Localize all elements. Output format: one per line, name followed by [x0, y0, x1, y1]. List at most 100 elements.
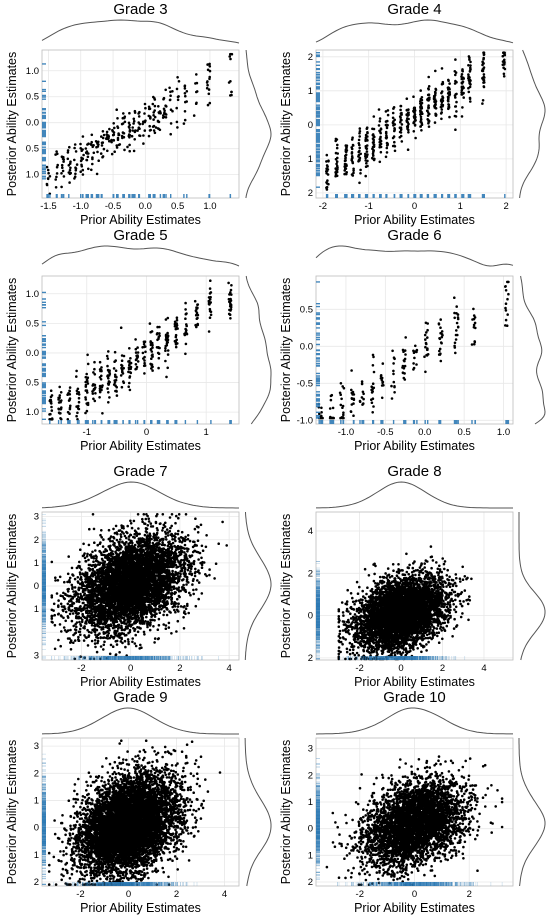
top-density: [315, 707, 513, 735]
y-tick-label: 1: [308, 850, 313, 861]
y-tick-label: 0.5: [26, 378, 39, 389]
top-density: [41, 481, 239, 509]
x-axis-label: Prior Ability Estimates: [80, 439, 201, 453]
plot-frame: [41, 511, 240, 661]
y-rug: [316, 52, 320, 188]
y-tick-label: 1.0: [26, 170, 39, 181]
y-rug: [42, 291, 46, 420]
y-tick-label: 2: [308, 770, 313, 781]
y-tick-label: 2: [308, 653, 313, 664]
right-density: [245, 49, 272, 199]
plot-frame: [41, 275, 240, 425]
x-tick-label: -1: [83, 427, 91, 438]
top-density: [41, 19, 240, 44]
y-tick-label: 2: [34, 877, 39, 888]
y-tick-label: 1: [34, 604, 39, 615]
y-tick-label: 1.0: [26, 66, 39, 77]
panel-grade-3: Grade 3 -1.5 -1.0 -0.5 0.0 0.5 1.0 1.0 0.5 0.0 0.5…: [5, 1, 272, 227]
x-tick-label: 0: [128, 663, 133, 674]
x-tick-label: -1.0: [73, 201, 89, 212]
panel-grade-9: Grade 9 -2 0 2 4 2 1 0 1 2 3 Prior Ability Estimate…: [5, 689, 272, 915]
y-tick-label: 2: [308, 188, 313, 199]
y-tick-label: 0.5: [26, 92, 39, 103]
y-tick-label: 1: [308, 797, 313, 808]
top-density: [315, 245, 514, 267]
y-tick-label: 1: [34, 558, 39, 569]
y-tick-label: 0: [308, 120, 313, 131]
top-density: [41, 707, 239, 735]
y-tick-label: 3: [34, 650, 39, 661]
x-axis-label: Prior Ability Estimates: [80, 213, 201, 227]
y-tick-label: 0.5: [26, 318, 39, 329]
right-density: [244, 737, 272, 887]
x-tick-label: 2: [177, 663, 182, 674]
y-axis-label: Posterior Ability Estimates: [279, 740, 293, 885]
x-tick-label: 0.0: [139, 201, 152, 212]
x-tick-label: 2: [440, 663, 445, 674]
top-density: [315, 19, 514, 44]
top-density: [41, 245, 240, 267]
scatter-points: [325, 51, 507, 191]
x-tick-label: -2: [77, 663, 85, 674]
y-axis-label: Posterior Ability Estimates: [5, 52, 19, 197]
x-tick-label: 1: [204, 427, 209, 438]
x-axis-label: Prior Ability Estimates: [354, 675, 475, 689]
y-axis-label: Posterior Ability Estimates: [279, 52, 293, 197]
x-tick-label: 2: [174, 889, 179, 900]
y-tick-label: 1: [308, 86, 313, 97]
y-tick-label: 1: [34, 850, 39, 861]
y-rug: [316, 281, 320, 419]
right-density: [520, 275, 546, 425]
x-rug: [318, 420, 510, 424]
plot-frame: [41, 737, 240, 887]
y-tick-label: 1.0: [26, 289, 39, 300]
right-density: [244, 511, 272, 661]
x-rug: [49, 420, 232, 424]
x-tick-label: 1.0: [497, 427, 510, 438]
y-axis-label: Posterior Ability Estimates: [279, 278, 293, 423]
scatter-points: [325, 755, 504, 886]
y-tick-label: 2: [34, 768, 39, 779]
y-tick-label: 3: [34, 512, 39, 523]
y-tick-label: 1.0: [26, 407, 39, 418]
x-axis-label: Prior Ability Estimates: [354, 439, 475, 453]
right-density: [518, 512, 546, 661]
y-tick-label: 0.0: [26, 118, 39, 129]
y-tick-label: 0: [308, 824, 313, 835]
x-tick-label: 1.0: [203, 201, 216, 212]
y-axis-label: Posterior Ability Estimates: [5, 278, 19, 423]
x-axis-label: Prior Ability Estimates: [80, 675, 201, 689]
x-tick-label: -0.5: [105, 201, 121, 212]
x-tick-label: 0: [398, 663, 403, 674]
x-tick-label: -0.5: [377, 427, 393, 438]
panel-title: Grade 7: [113, 463, 167, 480]
x-tick-label: -2: [76, 889, 84, 900]
x-rug: [337, 882, 503, 886]
x-tick-label: 0: [126, 889, 131, 900]
scatter-points: [47, 739, 222, 886]
x-tick-label: -2: [356, 889, 364, 900]
y-tick-label: 1: [34, 795, 39, 806]
panel-grade-6: Grade 6-1.0 -0.5 0.0 0.5 1.0-1.0-0.50.00.5Pr…: [279, 227, 546, 453]
x-rug: [53, 882, 198, 886]
x-tick-label: 1: [458, 201, 463, 212]
y-tick-label: 0: [308, 611, 313, 622]
x-tick-label: 0.5: [171, 201, 184, 212]
x-tick-label: 2: [503, 201, 508, 212]
panel-grade-5: Grade 5 -1 0 1 1.0 0.5 0.0 0.5 1.0 Prior Ability …: [5, 227, 272, 453]
y-tick-label: 4: [308, 526, 313, 537]
top-density: [316, 481, 513, 509]
y-rug: [42, 753, 46, 885]
x-tick-label: 4: [227, 663, 232, 674]
x-tick-label: 0: [412, 889, 417, 900]
panel-title: Grade 9: [113, 689, 167, 706]
scatter-points: [48, 279, 233, 421]
y-tick-label: 0: [34, 581, 39, 592]
x-tick-label: 4: [481, 663, 486, 674]
panel-title: Grade 4: [387, 1, 441, 18]
plot-frame: [315, 511, 514, 661]
y-tick-label: -1.0: [297, 415, 313, 426]
y-tick-label: 3: [308, 744, 313, 755]
right-density: [518, 738, 546, 887]
